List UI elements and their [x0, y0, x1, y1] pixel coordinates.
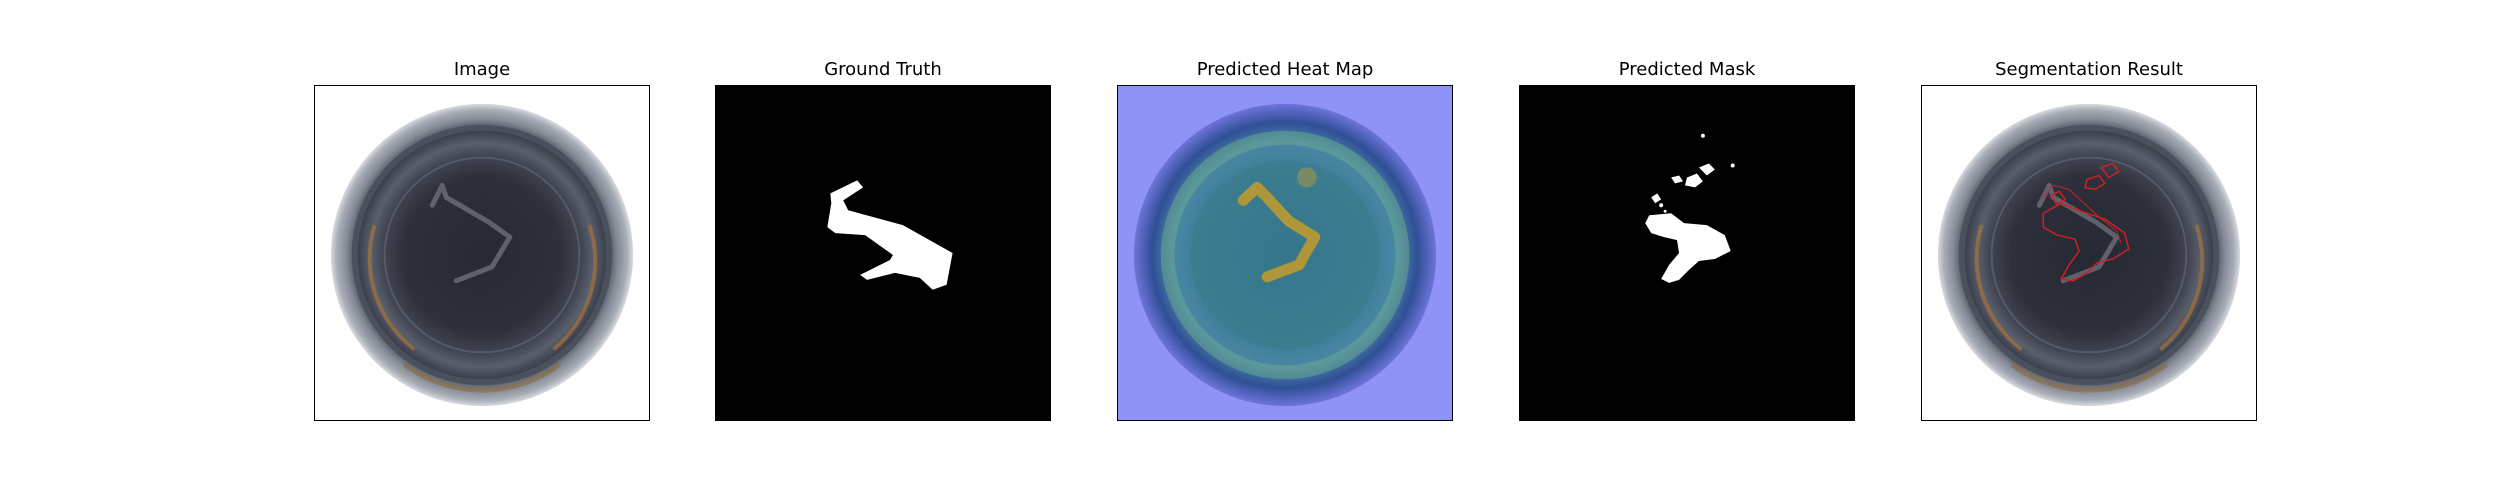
panel-segmentation-result	[1921, 85, 2257, 421]
panel-ground-truth	[715, 85, 1051, 421]
panel-title-predicted-heat-map: Predicted Heat Map	[1196, 59, 1374, 80]
panel-image	[314, 85, 650, 421]
ground-truth-mask	[716, 86, 1050, 420]
panel-predicted-heat-map	[1117, 85, 1453, 421]
segmentation-contour	[2040, 162, 2130, 282]
panel-title-segmentation-result: Segmentation Result	[1995, 59, 2183, 80]
panel-title-image: Image	[453, 59, 511, 80]
panel-title-predicted-mask: Predicted Mask	[1618, 59, 1756, 80]
panel-predicted-mask	[1519, 85, 1855, 421]
bottle-photo	[315, 86, 649, 420]
defect-region	[827, 180, 953, 290]
predicted-mask	[1520, 86, 1854, 420]
segmentation-overlay	[1922, 86, 2256, 420]
panel-title-ground-truth: Ground Truth	[824, 59, 942, 80]
predicted-regions	[1645, 133, 1735, 283]
heat-map	[1118, 86, 1452, 420]
